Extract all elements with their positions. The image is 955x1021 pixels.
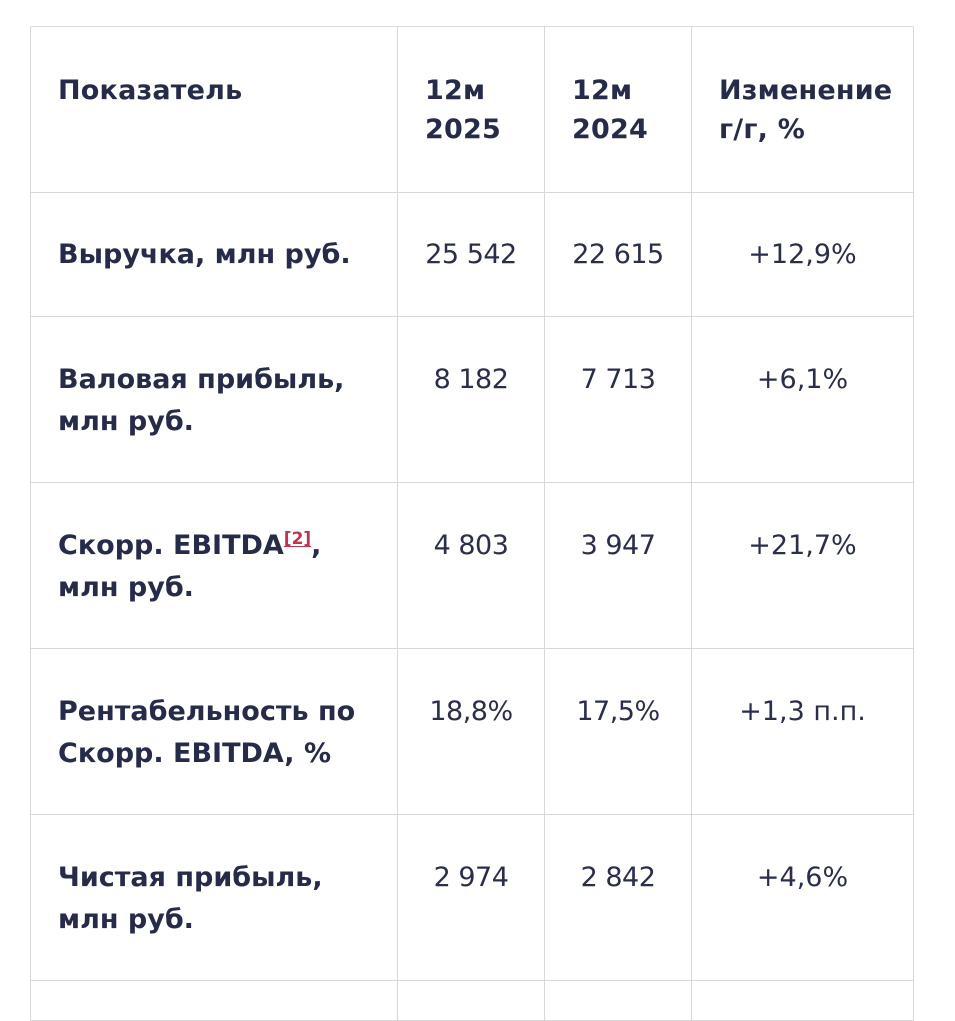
row-label-ebitda-margin-line1: Рентабельность по bbox=[58, 696, 356, 727]
header-12m-2024-line2: 2024 bbox=[572, 114, 648, 145]
row-label-cell: Валовая прибыль, млн руб. bbox=[30, 316, 398, 483]
value-cell-2024: 7 713 bbox=[544, 316, 692, 483]
value-net-profit-2025: 2 974 bbox=[433, 862, 509, 893]
row-label-net-profit-line2: млн руб. bbox=[58, 904, 194, 935]
value-cell-change: +12,9% bbox=[691, 192, 914, 317]
value-gross-profit-change: +6,1% bbox=[756, 364, 849, 395]
value-gross-profit-2025: 8 182 bbox=[433, 364, 509, 395]
value-net-profit-change: +4,6% bbox=[756, 862, 849, 893]
empty-cell bbox=[544, 980, 692, 1021]
value-adjusted-ebitda-2024: 3 947 bbox=[580, 530, 656, 561]
value-adjusted-ebitda-2025: 4 803 bbox=[433, 530, 509, 561]
header-12m-2024-line1: 12м bbox=[572, 75, 633, 106]
value-ebitda-margin-2024: 17,5% bbox=[576, 696, 660, 727]
row-label-ebitda-margin-line2: Скорр. EBITDA, % bbox=[58, 738, 332, 769]
value-revenue-change: +12,9% bbox=[748, 239, 857, 270]
row-label-revenue: Выручка, млн руб. bbox=[58, 239, 351, 270]
value-gross-profit-2024: 7 713 bbox=[580, 364, 656, 395]
value-net-profit-2024: 2 842 bbox=[580, 862, 656, 893]
value-cell-2024: 3 947 bbox=[544, 482, 692, 649]
value-cell-2024: 17,5% bbox=[544, 648, 692, 815]
row-label-adjusted-ebitda-suffix: , bbox=[311, 530, 322, 561]
table-row-net-profit: Чистая прибыль, млн руб. 2 974 2 842 +4,… bbox=[30, 814, 914, 981]
empty-cell bbox=[397, 980, 545, 1021]
value-cell-2025: 2 974 bbox=[397, 814, 545, 981]
row-label-cell: Выручка, млн руб. bbox=[30, 192, 398, 317]
header-change-yoy: Изменение г/г, % bbox=[691, 26, 914, 193]
header-12m-2025: 12м 2025 bbox=[397, 26, 545, 193]
value-ebitda-margin-2025: 18,8% bbox=[429, 696, 513, 727]
value-cell-2025: 8 182 bbox=[397, 316, 545, 483]
row-label-cell: Чистая прибыль, млн руб. bbox=[30, 814, 398, 981]
value-adjusted-ebitda-change: +21,7% bbox=[748, 530, 857, 561]
header-12m-2025-line2: 2025 bbox=[425, 114, 501, 145]
row-label-net-profit-line1: Чистая прибыль, bbox=[58, 862, 323, 893]
table-row-revenue: Выручка, млн руб. 25 542 22 615 +12,9% bbox=[30, 192, 914, 317]
table-row-ebitda-margin: Рентабельность по Скорр. EBITDA, % 18,8%… bbox=[30, 648, 914, 815]
row-label-adjusted-ebitda-line1: Скорр. EBITDA[2], bbox=[58, 525, 397, 567]
row-label-cell: Рентабельность по Скорр. EBITDA, % bbox=[30, 648, 398, 815]
value-cell-2024: 2 842 bbox=[544, 814, 692, 981]
row-label-adjusted-ebitda-line2: млн руб. bbox=[58, 572, 194, 603]
header-12m-2024: 12м 2024 bbox=[544, 26, 692, 193]
value-cell-change: +21,7% bbox=[691, 482, 914, 649]
row-label-cell: Скорр. EBITDA[2], млн руб. bbox=[30, 482, 398, 649]
row-label-adjusted-ebitda-prefix: Скорр. EBITDA bbox=[58, 530, 284, 561]
table-header-row: Показатель 12м 2025 12м 2024 Изменение г… bbox=[30, 26, 914, 193]
value-ebitda-margin-change: +1,3 п.п. bbox=[739, 696, 866, 727]
header-change-line2: г/г, % bbox=[719, 114, 805, 145]
row-label-gross-profit-line2: млн руб. bbox=[58, 406, 194, 437]
table-row-adjusted-ebitda: Скорр. EBITDA[2], млн руб. 4 803 3 947 +… bbox=[30, 482, 914, 649]
footnote-link[interactable]: [2] bbox=[283, 529, 312, 549]
value-cell-2025: 4 803 bbox=[397, 482, 545, 649]
value-cell-2025: 18,8% bbox=[397, 648, 545, 815]
value-revenue-2024: 22 615 bbox=[572, 239, 664, 270]
value-cell-2025: 25 542 bbox=[397, 192, 545, 317]
value-cell-change: +4,6% bbox=[691, 814, 914, 981]
value-cell-2024: 22 615 bbox=[544, 192, 692, 317]
header-indicator: Показатель bbox=[30, 26, 398, 193]
empty-cell bbox=[691, 980, 914, 1021]
financial-results-table: Показатель 12м 2025 12м 2024 Изменение г… bbox=[30, 26, 914, 1021]
value-cell-change: +1,3 п.п. bbox=[691, 648, 914, 815]
table-row-gross-profit: Валовая прибыль, млн руб. 8 182 7 713 +6… bbox=[30, 316, 914, 483]
empty-cell bbox=[30, 980, 398, 1021]
table-row-next-partial bbox=[30, 980, 914, 1021]
row-label-gross-profit-line1: Валовая прибыль, bbox=[58, 364, 345, 395]
header-12m-2025-line1: 12м bbox=[425, 75, 486, 106]
header-change-line1: Изменение bbox=[719, 75, 893, 106]
value-revenue-2025: 25 542 bbox=[425, 239, 517, 270]
header-indicator-label: Показатель bbox=[58, 75, 243, 106]
value-cell-change: +6,1% bbox=[691, 316, 914, 483]
